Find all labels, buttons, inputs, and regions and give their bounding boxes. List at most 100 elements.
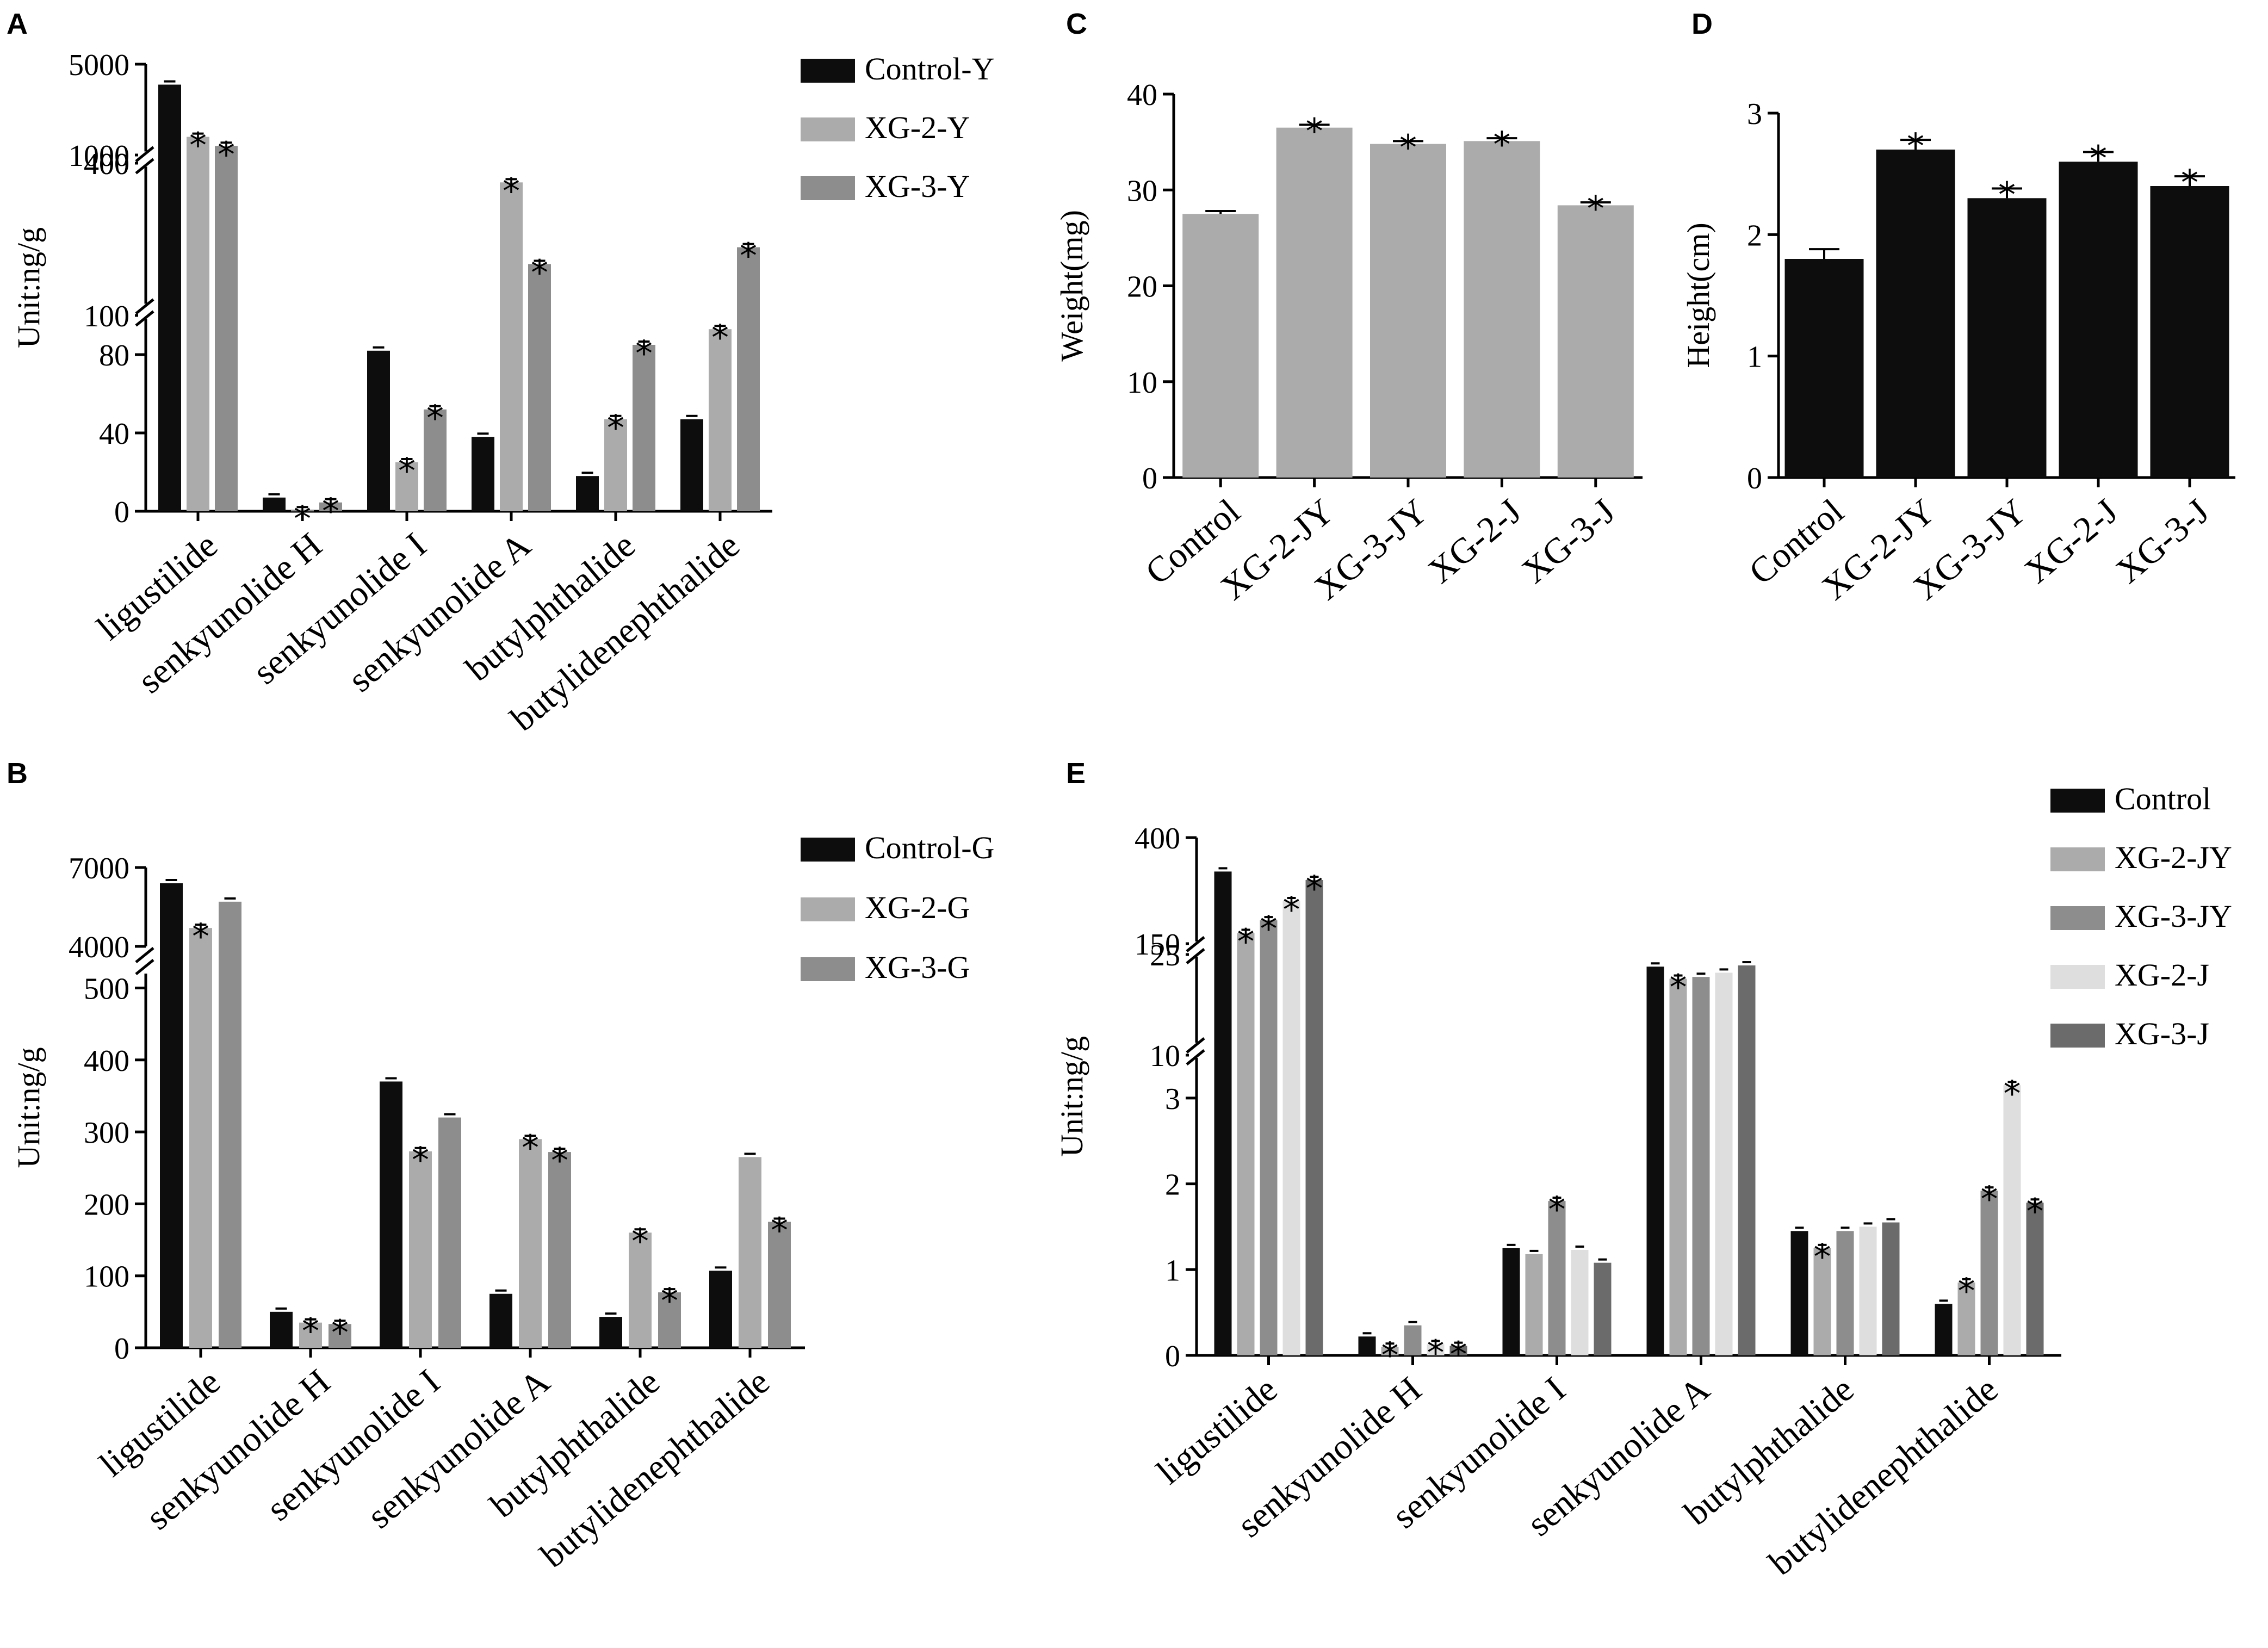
significance-star: * xyxy=(661,1281,678,1322)
legend-swatch xyxy=(801,838,855,862)
panel-letter: C xyxy=(1066,8,1087,40)
y-tick-label: 2 xyxy=(1165,1168,1180,1202)
significance-star: * xyxy=(2004,1074,2021,1114)
axis-break-slash-1 xyxy=(135,298,154,315)
significance-star: * xyxy=(1493,125,1510,165)
bar xyxy=(1548,1201,1566,1355)
legend-label: XG-2-J xyxy=(2115,957,2209,993)
y-axis-title: Unit:ng/g xyxy=(1054,1036,1089,1157)
bar xyxy=(270,1311,293,1348)
bar xyxy=(1859,1226,1877,1355)
y-tick-label: 400 xyxy=(84,147,129,181)
y-tick-label: 150 xyxy=(1135,928,1180,962)
legend-label: XG-2-G xyxy=(865,890,970,925)
legend-label: XG-3-JY xyxy=(2115,899,2232,934)
bar xyxy=(768,1222,791,1348)
panel-d: D0123Height(cm)Control*XG-2-JY*XG-3-JY*X… xyxy=(1681,8,2235,608)
significance-star: * xyxy=(322,492,339,532)
x-category-label: ligustilide xyxy=(1149,1370,1285,1492)
axis-break-slash-2 xyxy=(1186,948,1205,964)
y-axis-title: Weight(mg) xyxy=(1054,210,1089,362)
axis-break-slash-1 xyxy=(135,146,154,163)
x-category-label: XG-3-J xyxy=(1515,492,1623,591)
significance-star: * xyxy=(1237,922,1255,963)
y-tick-label: 400 xyxy=(84,147,129,181)
significance-star: * xyxy=(503,171,520,212)
x-category-label: senkyunolide H xyxy=(131,525,330,701)
bar xyxy=(709,1271,732,1348)
bar xyxy=(739,1157,761,1348)
significance-star: * xyxy=(1306,111,1323,152)
bar xyxy=(158,84,181,511)
bar xyxy=(1305,880,1323,1355)
x-category-label: senkyunolide A xyxy=(360,1361,557,1536)
significance-star: * xyxy=(1548,1190,1566,1230)
significance-star: * xyxy=(1381,1336,1399,1376)
bar xyxy=(1836,1231,1854,1355)
bar xyxy=(1980,1191,1998,1355)
axis-break-slash-1 xyxy=(1186,1037,1205,1054)
significance-star: * xyxy=(1958,1272,1975,1312)
x-category-label: XG-2-J xyxy=(2017,492,2126,591)
y-tick-label: 0 xyxy=(114,1332,129,1366)
bar xyxy=(629,1232,652,1348)
significance-star: * xyxy=(2090,139,2107,179)
bar xyxy=(1957,1282,1975,1355)
legend-label: Control-G xyxy=(865,830,994,865)
bar xyxy=(1790,1231,1808,1355)
bar xyxy=(1646,967,1664,1355)
y-tick-label: 400 xyxy=(84,1044,129,1078)
significance-star: * xyxy=(412,1141,429,1181)
significance-star: * xyxy=(522,1128,539,1168)
significance-star: * xyxy=(331,1313,349,1353)
y-tick-label: 500 xyxy=(84,972,129,1006)
y-axis-title: Unit:ng/g xyxy=(11,1047,46,1168)
bar xyxy=(263,497,286,511)
y-tick-label: 7000 xyxy=(69,852,129,885)
x-category-label: XG-3-J xyxy=(2109,492,2217,591)
bar xyxy=(1692,977,1710,1355)
bar xyxy=(1876,150,1955,478)
y-tick-label: 200 xyxy=(84,1188,129,1222)
axis-break-slash-1 xyxy=(135,947,154,963)
y-tick-label: 2 xyxy=(1747,219,1762,252)
x-category-label: senkyunolide H xyxy=(139,1362,338,1538)
significance-star: * xyxy=(398,451,416,492)
bar xyxy=(438,1117,461,1348)
x-category-label: XG-2-J xyxy=(1421,492,1529,591)
bar xyxy=(215,146,238,511)
bar xyxy=(1738,965,1756,1355)
bar xyxy=(1276,127,1353,478)
significance-star: * xyxy=(1260,909,1278,950)
legend-swatch xyxy=(801,957,855,981)
bar xyxy=(160,883,183,1348)
bar xyxy=(519,1139,542,1348)
bar xyxy=(1237,933,1255,1355)
significance-star: * xyxy=(551,1141,568,1181)
y-tick-label: 0 xyxy=(1747,462,1762,495)
legend-swatch xyxy=(2050,789,2105,813)
bar xyxy=(380,1081,402,1348)
significance-star: * xyxy=(631,1222,649,1262)
y-tick-label: 30 xyxy=(1127,174,1157,208)
bar xyxy=(576,476,599,511)
y-axis-title: Height(cm) xyxy=(1681,222,1716,368)
bar xyxy=(472,437,494,511)
axis-break-slash-2 xyxy=(135,158,154,175)
y-tick-label: 25 xyxy=(1150,939,1180,972)
significance-star: * xyxy=(740,237,757,277)
significance-star: * xyxy=(1814,1237,1831,1278)
y-tick-label: 1000 xyxy=(69,139,129,173)
significance-star: * xyxy=(192,917,209,957)
bar xyxy=(219,901,241,1348)
bar xyxy=(528,264,551,511)
y-tick-label: 0 xyxy=(114,495,129,529)
bar xyxy=(1358,1336,1376,1355)
y-tick-label: 3 xyxy=(1747,97,1762,131)
significance-star: * xyxy=(1670,968,1687,1008)
x-category-label: senkyunolide A xyxy=(341,525,538,699)
bar xyxy=(1669,978,1687,1355)
